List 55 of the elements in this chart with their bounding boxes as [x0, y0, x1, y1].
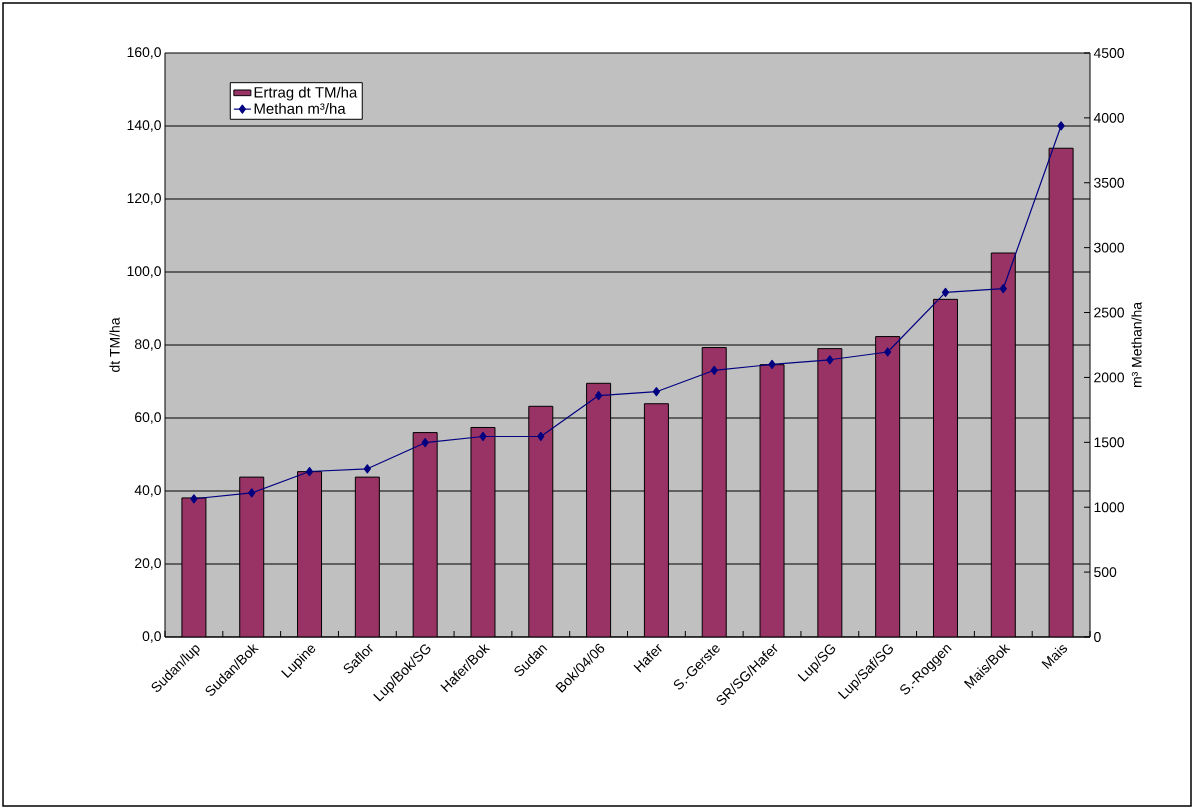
bar	[239, 476, 265, 637]
bar	[643, 403, 669, 637]
bar	[354, 476, 380, 637]
bar	[875, 336, 901, 637]
y-tick-label: 100,0	[127, 266, 161, 278]
bar	[817, 348, 843, 637]
bar	[181, 497, 207, 637]
point	[826, 355, 834, 365]
y2-axis-title: m³ Methan/ha	[1131, 301, 1142, 388]
y2-tick-label: 0	[1094, 632, 1101, 642]
point	[999, 283, 1007, 294]
point	[421, 438, 429, 448]
y2-tick-label: 1000	[1094, 502, 1125, 513]
y2-tick-label: 2000	[1094, 372, 1125, 383]
y-axis-title: dt TM/ha	[109, 317, 120, 372]
bar	[586, 382, 612, 637]
y-tick-label: 80,0	[134, 339, 161, 351]
bar	[528, 405, 554, 637]
bar	[759, 364, 785, 637]
point	[479, 431, 487, 442]
bar	[932, 298, 958, 637]
y2-tick-label: 4500	[1093, 48, 1125, 58]
bar	[990, 252, 1016, 637]
y-tick-label: 120,0	[127, 193, 161, 205]
point	[537, 431, 545, 442]
y-tick-label: 40,0	[134, 485, 161, 497]
point	[652, 387, 661, 397]
y2-tick-label: 2500	[1094, 307, 1125, 318]
y2-tick-label: 3000	[1094, 242, 1125, 253]
point	[248, 488, 256, 498]
point	[884, 347, 892, 357]
y2-tick-label: 3500	[1094, 177, 1125, 188]
y-tick-label: 140,0	[127, 120, 161, 132]
bar	[701, 347, 727, 637]
bar	[297, 471, 323, 637]
point	[595, 390, 603, 401]
point	[768, 359, 776, 370]
y2-tick-label: 4000	[1093, 112, 1125, 123]
bar	[412, 432, 438, 637]
point	[363, 464, 371, 474]
legend-label: Methan m³/ha	[254, 102, 346, 114]
bar	[470, 426, 496, 637]
point	[190, 494, 198, 504]
y-tick-label: 20,0	[135, 558, 161, 570]
y2-tick-label: 500	[1094, 567, 1117, 578]
y-tick-label: 0,0	[142, 631, 161, 643]
point	[710, 365, 718, 375]
y2-tick-label: 1500	[1094, 437, 1125, 448]
legend-label: Ertrag dt TM/ha	[254, 86, 358, 101]
bar	[1048, 147, 1074, 637]
y-tick-label: 60,0	[135, 412, 161, 424]
point	[305, 466, 314, 477]
point	[1057, 121, 1065, 131]
y-tick-label: 160,0	[127, 47, 161, 59]
point	[941, 287, 950, 298]
